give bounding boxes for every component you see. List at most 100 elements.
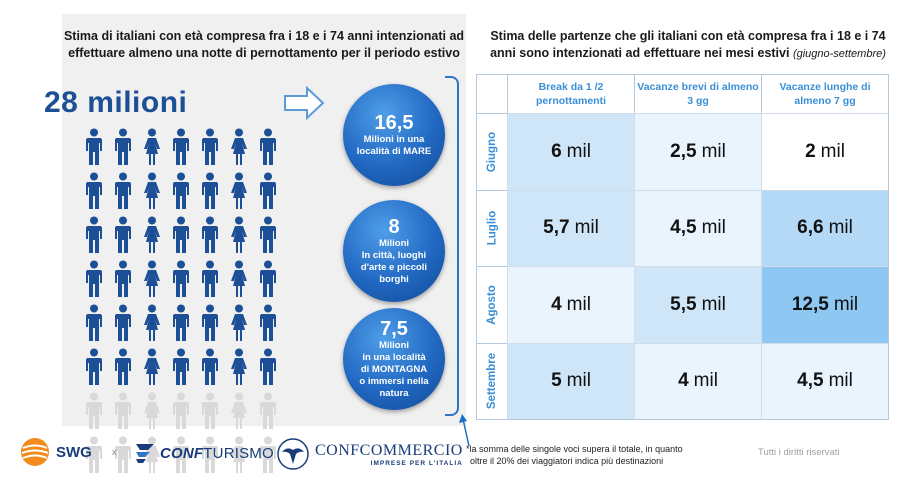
bracket: [445, 76, 459, 416]
table-cell: 5,7 mil: [507, 189, 634, 266]
circle-citta: 8 Milioni In città, luoghi d'arte e picc…: [343, 200, 445, 302]
people-row: [82, 348, 292, 392]
person-male-icon: [86, 436, 102, 473]
people-row: [82, 392, 292, 436]
circle-mare-number: 16,5: [374, 112, 414, 134]
cell-value: 6: [551, 140, 562, 162]
cell-unit: mil: [566, 140, 591, 162]
person-male-icon: [260, 128, 276, 165]
right-title: Stima delle partenze che gli italiani co…: [478, 28, 898, 63]
person-female-icon: [231, 392, 247, 429]
person-female-icon: [231, 216, 247, 253]
table-cell: 5 mil: [507, 342, 634, 419]
table-cell: 6 mil: [507, 113, 634, 190]
cell-value: 4,5: [670, 217, 697, 239]
footnote-line2: oltre il 20% dei viaggiatori indica più …: [470, 456, 664, 466]
confcommercio-text: CONFCOMMERCIO: [315, 441, 463, 459]
cell-value: 4: [551, 293, 562, 315]
cell-value: 12,5: [791, 293, 829, 315]
person-male-icon: [86, 128, 102, 165]
row-header-label: Giugno: [486, 131, 498, 172]
person-female-icon: [144, 128, 160, 165]
row-header-label: Agosto: [486, 284, 499, 325]
table-cell: 5,5 mil: [634, 266, 761, 343]
person-female-icon: [231, 172, 247, 209]
person-male-icon: [115, 128, 131, 165]
person-female-icon: [231, 304, 247, 341]
person-male-icon: [202, 216, 218, 253]
swg-logo: SWG: [20, 437, 92, 467]
confturismo-text-a: CONF: [160, 444, 204, 462]
cell-value: 5,5: [670, 293, 697, 315]
total-italians: 28 milioni: [44, 86, 188, 119]
footnote-arrow-icon: [459, 414, 470, 447]
person-male-icon: [115, 392, 131, 429]
confturismo-logo: CONFTURISMO: [134, 440, 274, 466]
table-cell: 2,5 mil: [634, 113, 761, 190]
people-row: [82, 128, 292, 172]
person-male-icon: [173, 128, 189, 165]
cell-unit: mil: [566, 293, 591, 315]
left-title-line2: effettuare almeno una notte di pernottam…: [68, 46, 460, 60]
circle-mare-text: Milioni in una località di MARE: [351, 134, 437, 158]
circle-mare-line: Milioni in una: [363, 134, 425, 145]
cell-value: 4,5: [797, 370, 824, 392]
person-male-icon: [173, 436, 189, 473]
circle-citta-line: d'arte e piccoli: [360, 262, 428, 273]
people-row: [82, 172, 292, 216]
person-male-icon: [202, 436, 218, 473]
people-row: [82, 216, 292, 260]
footnote: *la somma delle singole voci supera il t…: [466, 443, 706, 467]
people-row: [82, 436, 292, 480]
person-male-icon: [173, 172, 189, 209]
departures-table: Break da 1 /2 pernottamenti Vacanze brevi…: [476, 74, 889, 420]
right-title-line1: Stima delle partenze che gli italiani co…: [490, 29, 886, 43]
row-header: Luglio: [477, 189, 507, 266]
circle-montagna-line: in una località: [362, 352, 426, 363]
cell-unit: mil: [566, 370, 591, 392]
person-male-icon: [115, 216, 131, 253]
person-female-icon: [231, 436, 247, 473]
person-male-icon: [260, 304, 276, 341]
person-female-icon: [144, 304, 160, 341]
people-row: [82, 304, 292, 348]
row-header: Settembre: [477, 342, 507, 419]
person-male-icon: [86, 392, 102, 429]
cell-unit: mil: [820, 140, 845, 162]
row-header-label: Settembre: [486, 353, 498, 410]
person-male-icon: [202, 304, 218, 341]
confcommercio-eagle-icon: [277, 438, 309, 470]
person-male-icon: [86, 216, 102, 253]
confcommercio-text-block: CONFCOMMERCIO IMPRESE PER L'ITALIA: [315, 442, 463, 467]
person-male-icon: [260, 216, 276, 253]
cell-unit: mil: [693, 370, 718, 392]
column-header: Break da 1 /2 pernottamenti: [507, 75, 634, 113]
cell-value: 4: [678, 370, 689, 392]
circle-montagna-line: o immersi nella: [359, 376, 429, 387]
person-male-icon: [173, 304, 189, 341]
cell-value: 2,5: [670, 140, 697, 162]
person-male-icon: [260, 260, 276, 297]
circle-montagna-text: Milioni in una località di MONTAGNA o im…: [353, 340, 434, 400]
person-female-icon: [144, 348, 160, 385]
person-male-icon: [115, 260, 131, 297]
circle-mare: 16,5 Milioni in una località di MARE: [343, 84, 445, 186]
person-male-icon: [260, 392, 276, 429]
cell-unit: mil: [574, 217, 599, 239]
cell-unit: mil: [833, 293, 859, 315]
circle-citta-line: In città, luoghi: [361, 250, 427, 261]
table-cell: 4,5 mil: [634, 189, 761, 266]
person-male-icon: [202, 172, 218, 209]
swg-globe-icon: [21, 438, 49, 466]
circle-citta-number: 8: [388, 216, 400, 238]
person-female-icon: [231, 260, 247, 297]
confcommercio-subtext: IMPRESE PER L'ITALIA: [370, 459, 463, 467]
circle-mare-line: località di MARE: [356, 146, 432, 157]
circle-montagna: 7,5 Milioni in una località di MONTAGNA …: [343, 308, 445, 410]
right-title-note: (giugno-settembre): [792, 48, 886, 60]
person-male-icon: [115, 436, 131, 473]
cell-unit: mil: [701, 293, 726, 315]
cell-value: 5: [551, 370, 562, 392]
circle-montagna-number: 7,5: [380, 318, 408, 340]
circle-citta-line: Milioni: [378, 238, 410, 249]
